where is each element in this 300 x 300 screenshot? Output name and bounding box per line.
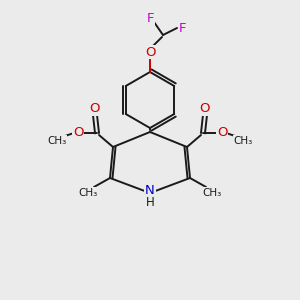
Text: CH₃: CH₃ [233, 136, 253, 146]
Text: O: O [90, 103, 100, 116]
Text: O: O [73, 127, 83, 140]
Text: F: F [147, 13, 155, 26]
Text: O: O [200, 103, 210, 116]
Text: O: O [217, 127, 227, 140]
Text: H: H [146, 196, 154, 209]
Text: O: O [145, 46, 155, 59]
Text: CH₃: CH₃ [47, 136, 67, 146]
Text: CH₃: CH₃ [202, 188, 222, 198]
Text: N: N [145, 184, 155, 197]
Text: F: F [178, 22, 186, 34]
Text: CH₃: CH₃ [78, 188, 98, 198]
